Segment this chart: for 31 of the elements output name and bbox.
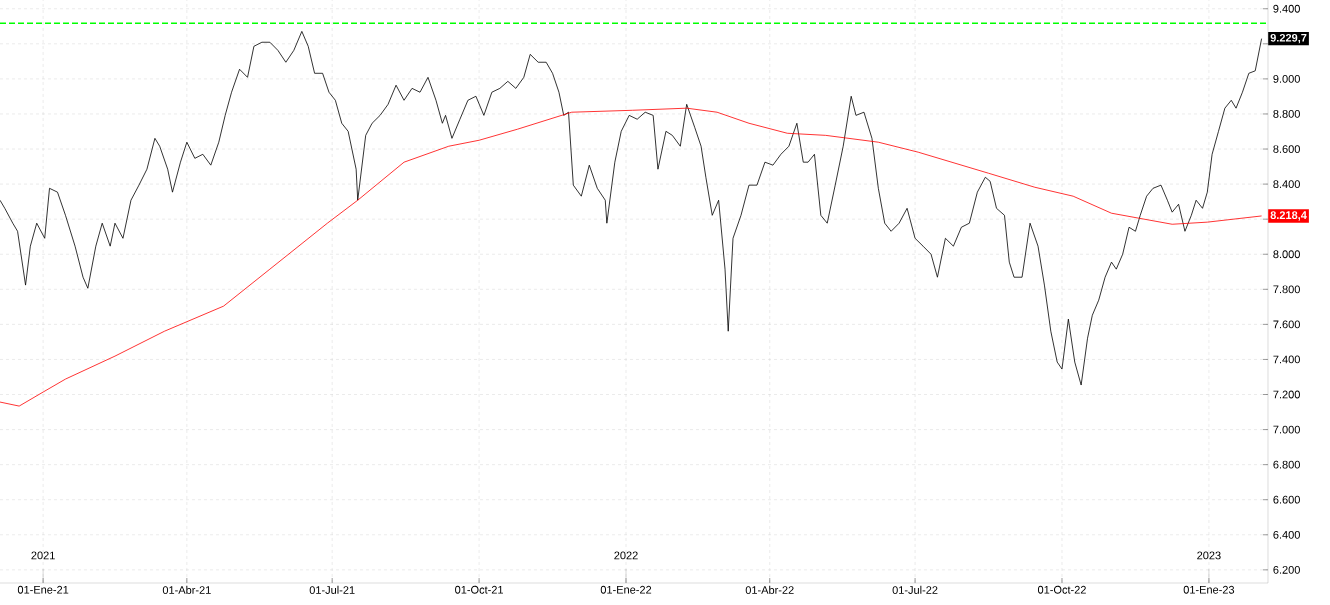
y-tick-label: 8.000 (1273, 250, 1300, 259)
y-tick-label: 7.800 (1273, 285, 1300, 294)
data-label: 8.218,4 (1270, 211, 1307, 221)
y-tick-label: 6.400 (1273, 530, 1300, 539)
x-tick-label: 01-Jul-22 (892, 585, 938, 594)
x2-tick-label: 2021 (31, 551, 55, 560)
y-tick-label: 7.600 (1273, 320, 1300, 329)
line-series (0, 30, 1263, 386)
line-series (0, 107, 1263, 407)
y-tick-label: 7.000 (1273, 425, 1300, 434)
y-tick-label: 9.400 (1273, 4, 1300, 13)
x-tick-label: 01-Abr-22 (745, 585, 794, 594)
y-tick-label: 8.400 (1273, 180, 1300, 188)
y-tick-label: 8.600 (1273, 145, 1300, 153)
x-tick-label: 01-Ene-23 (1183, 585, 1235, 594)
y-tick-label: 9.000 (1273, 74, 1300, 83)
y-tick-label: 7.200 (1273, 390, 1300, 399)
data-label: 9.229,7 (1270, 33, 1307, 44)
x-tick-label: 01-Ene-21 (17, 585, 69, 594)
y-tick-label: 6.600 (1273, 495, 1300, 504)
y-tick-label: 6.800 (1273, 460, 1300, 469)
x2-tick-label: 2023 (1197, 551, 1221, 560)
y-tick-label: 6.200 (1273, 565, 1300, 574)
x-tick-label: 01-Ene-22 (600, 585, 652, 594)
x-tick-label: 01-Abr-21 (162, 585, 211, 594)
y-tick-label: 7.400 (1273, 355, 1300, 364)
y-tick-label: 8.800 (1273, 110, 1300, 118)
x-tick-label: 01-Oct-22 (1037, 585, 1086, 594)
x-tick-label: 01-Jul-21 (309, 585, 355, 594)
x2-tick-label: 2022 (614, 551, 638, 560)
x-tick-label: 01-Oct-21 (455, 585, 503, 594)
